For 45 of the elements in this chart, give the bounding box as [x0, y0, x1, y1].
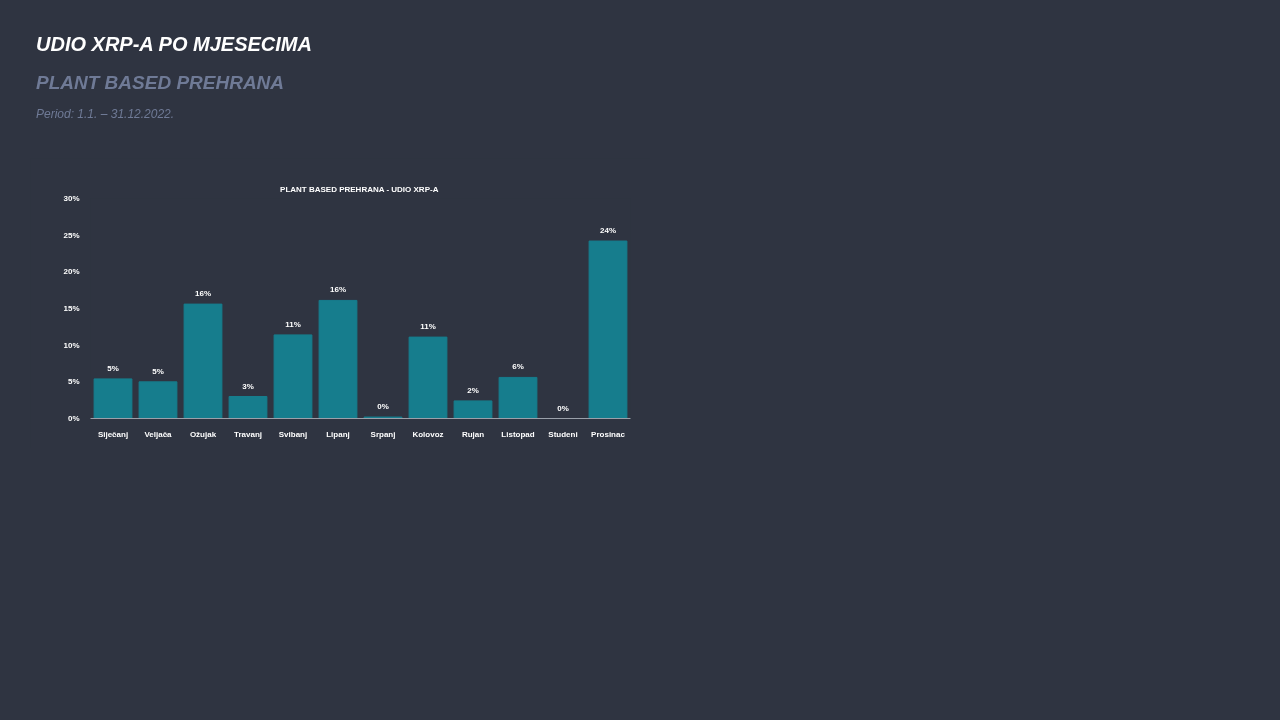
x-tick-label: Ožujak	[189, 429, 217, 439]
data-label: 2%	[467, 385, 479, 395]
y-tick-label: 25%	[63, 230, 80, 240]
bar	[408, 336, 448, 419]
x-tick-label: Veljača	[144, 429, 173, 439]
bar	[453, 400, 493, 419]
bar	[318, 299, 358, 419]
data-label: 3%	[242, 381, 254, 391]
x-tick-label: Siječanj	[97, 429, 129, 439]
bar	[93, 378, 133, 419]
bar	[588, 240, 628, 419]
y-tick-label: 30%	[63, 193, 80, 203]
x-tick-label: Kolovoz	[412, 429, 444, 439]
bar	[273, 334, 313, 419]
chart-title: UDIO XRP-A PO MJESECIMA	[36, 32, 312, 57]
data-label: 5%	[107, 363, 119, 373]
data-label: 5%	[152, 366, 164, 376]
data-label: 24%	[599, 225, 617, 235]
chart-subtitle: PLANT BASED PREHRANA	[36, 70, 285, 95]
bar	[228, 395, 268, 419]
data-label: 6%	[512, 362, 524, 372]
y-tick-label: 5%	[67, 377, 80, 387]
x-tick-label: Lipanj	[326, 429, 350, 439]
bar	[183, 303, 223, 419]
x-tick-label: Prosinac	[591, 429, 626, 439]
y-tick-label: 20%	[63, 267, 80, 277]
data-label: 0%	[557, 403, 569, 413]
y-tick-label: 10%	[63, 340, 80, 350]
data-label: 11%	[420, 321, 436, 331]
text: PLANT BASED PREHRANA - UDIO XRP-A	[280, 184, 439, 194]
data-label: 16%	[329, 285, 347, 295]
x-tick-label: Travanj	[233, 429, 263, 439]
x-tick-label: Srpanj	[370, 429, 396, 439]
y-tick-label: 0%	[67, 413, 80, 423]
text: Period: 1.1. – 31.12.2022.	[36, 105, 175, 123]
x-tick-label: Studeni	[548, 429, 578, 439]
x-tick-label: Svibanj	[278, 429, 308, 439]
bar	[138, 381, 178, 419]
data-label: 16%	[194, 288, 212, 298]
data-label: 11%	[285, 319, 301, 329]
x-tick-label: Listopad	[501, 429, 535, 439]
data-label: 0%	[377, 401, 389, 411]
bar	[498, 376, 538, 419]
y-tick-label: 15%	[63, 303, 80, 313]
x-tick-label: Rujan	[461, 429, 485, 439]
